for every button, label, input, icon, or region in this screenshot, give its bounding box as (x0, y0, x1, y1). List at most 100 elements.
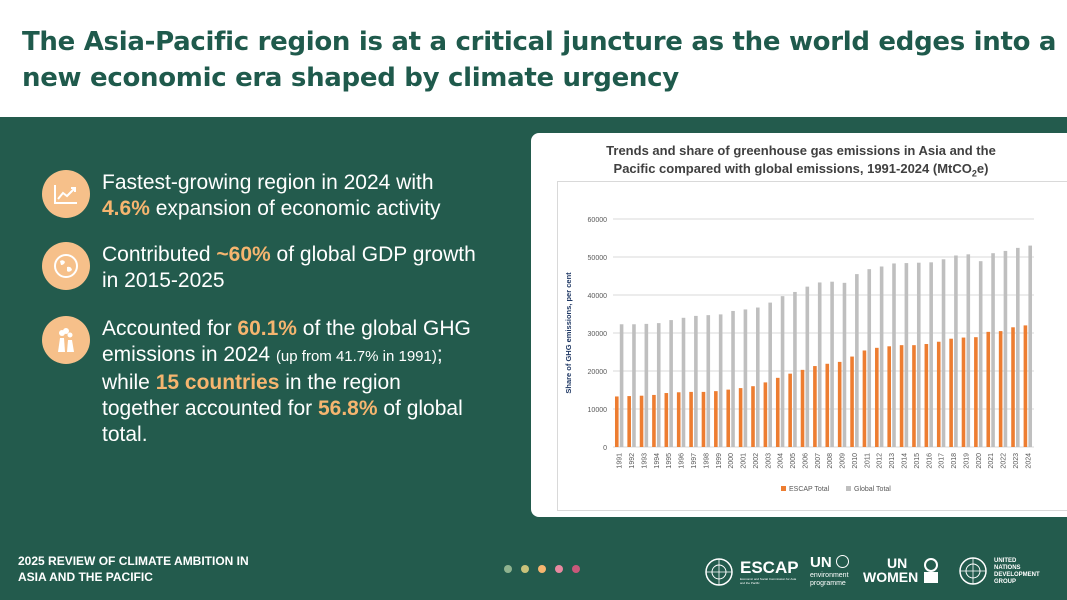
bar-escap-total (726, 389, 731, 447)
bar-escap-total (1011, 327, 1015, 447)
bar-escap-total (936, 341, 941, 447)
page-dot[interactable] (538, 565, 546, 573)
bar-escap-total (924, 344, 929, 447)
y-tick-label: 50000 (588, 255, 608, 262)
undg-logo: UNITED NATIONS DEVELOPMENT GROUP (958, 552, 1048, 590)
page-dot[interactable] (555, 565, 563, 573)
bar-global-total (644, 323, 649, 447)
x-tick-label: 1991 (617, 453, 624, 469)
x-tick-label: 2007 (815, 453, 822, 469)
bullet-gdp-text: Contributed ~60% of global GDP growth in… (102, 243, 476, 292)
bar-escap-total (800, 369, 805, 447)
bar-escap-total (1023, 325, 1028, 447)
y-tick-label: 30000 (588, 331, 608, 338)
x-tick-label: 2021 (988, 453, 995, 469)
bar-escap-total (689, 391, 693, 447)
page-dot[interactable] (504, 565, 512, 573)
page-title-line2: new economic era shaped by climate urgen… (22, 63, 679, 93)
un-emblem-icon (959, 557, 987, 585)
bar-escap-total (652, 394, 656, 447)
x-tick-label: 2024 (1025, 453, 1032, 469)
bar-global-total (1016, 247, 1020, 447)
bullet-emissions: Accounted for 60.1% of the global GHG em… (42, 316, 482, 456)
bar-global-total (879, 266, 884, 447)
globe-icon (42, 242, 90, 290)
x-tick-label: 2019 (963, 453, 970, 469)
bar-escap-total (862, 350, 867, 447)
bar-escap-total (887, 346, 892, 447)
growth-chart-icon (42, 170, 90, 218)
bar-global-total (743, 309, 748, 447)
bar-global-total (842, 282, 847, 447)
unwomen-emblem-icon (924, 558, 938, 583)
x-tick-label: 2022 (1001, 453, 1008, 469)
x-tick-label: 2018 (951, 453, 958, 469)
un-emblem-icon (705, 558, 733, 586)
bar-global-total (1028, 245, 1033, 447)
bar-escap-total (763, 382, 768, 447)
y-tick-label: 0 (603, 445, 607, 452)
bar-escap-total (825, 363, 830, 447)
bar-global-total (954, 255, 958, 447)
bar-global-total (731, 310, 735, 447)
x-tick-label: 2014 (901, 453, 908, 469)
x-tick-label: 1995 (666, 453, 673, 469)
bar-escap-total (714, 391, 718, 447)
bar-escap-total (614, 396, 619, 447)
x-tick-label: 1992 (629, 453, 636, 469)
bar-escap-total (813, 366, 817, 447)
chart-card: Trends and share of greenhouse gas emiss… (531, 133, 1067, 517)
x-tick-label: 2016 (926, 453, 933, 469)
bar-global-total (941, 259, 946, 447)
bar-global-total (916, 262, 921, 447)
bar-global-total (706, 315, 711, 447)
bar-escap-total (899, 345, 904, 447)
x-tick-label: 2008 (827, 453, 834, 469)
bar-global-total (718, 314, 723, 447)
x-tick-label: 2005 (790, 453, 797, 469)
bar-global-total (669, 320, 673, 447)
bar-escap-total (986, 331, 991, 447)
x-tick-label: 1997 (691, 453, 698, 469)
y-tick-label: 10000 (588, 407, 608, 414)
plot-frame (557, 181, 1067, 511)
x-tick-label: 2010 (852, 453, 859, 469)
bar-escap-total (664, 393, 669, 447)
bar-global-total (755, 307, 760, 447)
bar-global-total (619, 324, 624, 447)
bar-escap-total (912, 345, 916, 447)
bar-global-total (966, 254, 971, 447)
page-dot[interactable] (572, 565, 580, 573)
bar-global-total (805, 286, 810, 447)
bar-global-total (817, 282, 822, 447)
bar-global-total (656, 323, 661, 447)
report-title: 2025 REVIEW OF CLIMATE AMBITION IN ASIA … (18, 554, 249, 584)
x-tick-label: 2020 (976, 453, 983, 469)
x-tick-label: 2013 (889, 453, 896, 469)
x-tick-label: 2017 (939, 453, 946, 469)
legend-swatch (781, 486, 786, 491)
bullet-gdp: Contributed ~60% of global GDP growth in… (42, 242, 482, 302)
x-tick-label: 2004 (778, 453, 785, 469)
y-tick-label: 20000 (588, 369, 608, 376)
bar-global-total (1003, 250, 1008, 447)
y-tick-label: 60000 (588, 217, 608, 224)
bullet-growth: Fastest-growing region in 2024 with 4.6%… (42, 170, 482, 230)
bar-global-total (780, 296, 785, 447)
bar-escap-total (627, 396, 631, 447)
x-tick-label: 2003 (765, 453, 772, 469)
page-dot[interactable] (521, 565, 529, 573)
bar-escap-total (639, 395, 644, 447)
bullet-emissions-text: Accounted for 60.1% of the global GHG em… (102, 317, 471, 446)
unwomen-logo: UN WOMEN (863, 552, 945, 590)
y-tick-label: 40000 (588, 293, 608, 300)
legend-label: Global Total (854, 486, 891, 493)
bar-global-total (768, 302, 772, 447)
bar-escap-total (998, 331, 1003, 447)
x-tick-label: 2015 (914, 453, 921, 469)
bar-global-total (694, 315, 698, 447)
unep-emblem-icon (836, 555, 849, 568)
bar-global-total (855, 274, 859, 447)
x-tick-label: 2000 (728, 453, 735, 469)
bar-escap-total (701, 391, 706, 447)
